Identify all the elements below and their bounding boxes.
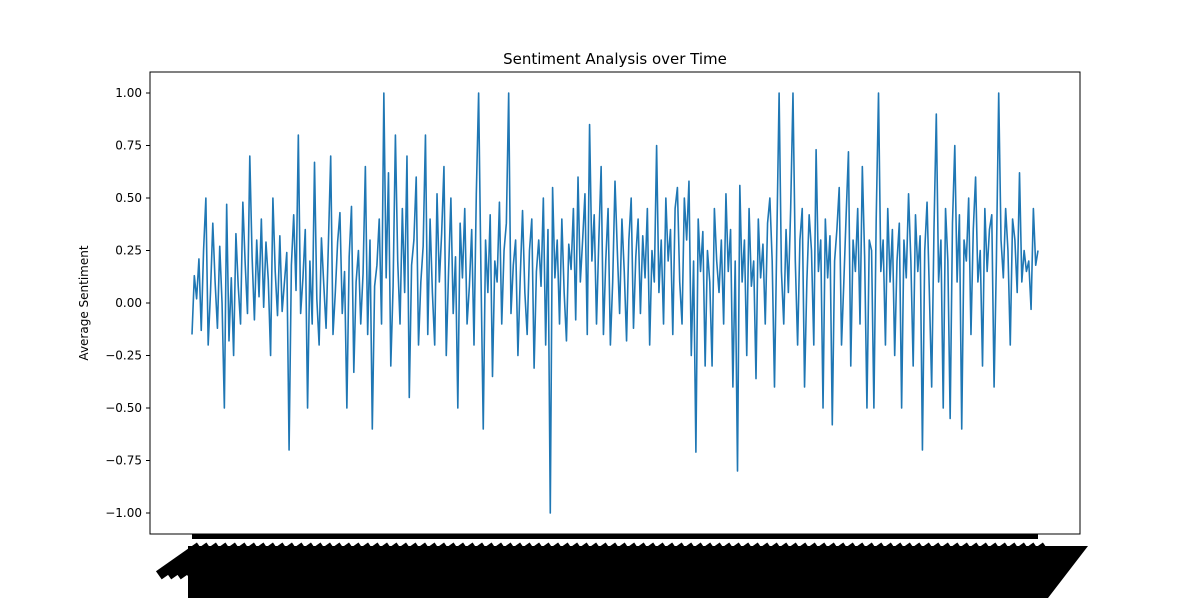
x-axis-ticks [155, 534, 1088, 598]
y-tick-label: 0.00 [115, 296, 142, 310]
y-tick-label: −1.00 [105, 506, 142, 520]
y-axis-ticks: 1.00 0.75 0.50 0.25 0.00 −0.25 −0.50 −0.75 −1.00 [105, 86, 150, 520]
y-tick-label: 0.50 [115, 191, 142, 205]
x-tick-marks [192, 534, 1038, 539]
y-tick-label: 0.75 [115, 139, 142, 153]
plot-area [191, 92, 1039, 514]
y-tick-label: −0.25 [105, 349, 142, 363]
chart-title: Sentiment Analysis over Time [503, 50, 727, 68]
x-tick-label-band [188, 546, 1088, 598]
sentiment-series-line [191, 92, 1039, 514]
axes-frame [149, 71, 1081, 535]
y-tick-label: 1.00 [115, 86, 142, 100]
y-tick-label: −0.50 [105, 401, 142, 415]
y-tick-label: 0.25 [115, 244, 142, 258]
y-axis-label: Average Sentiment [77, 245, 91, 360]
y-tick-label: −0.75 [105, 454, 142, 468]
